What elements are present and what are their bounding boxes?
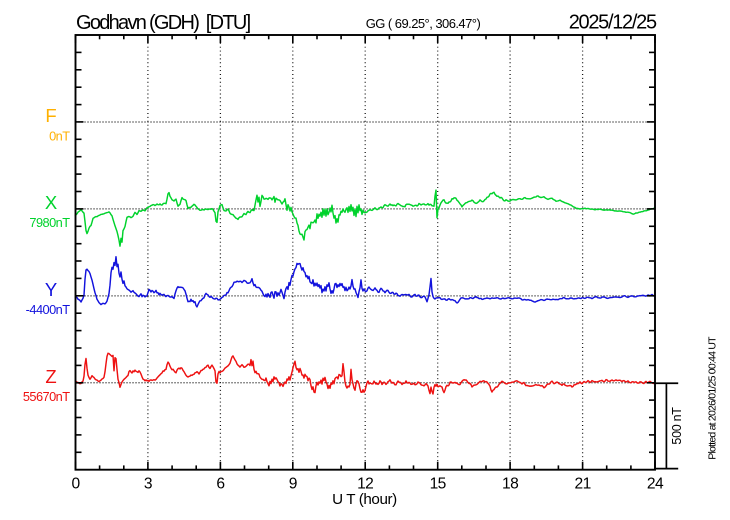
svg-text:X: X <box>45 192 57 213</box>
svg-text:12: 12 <box>357 476 373 493</box>
svg-text:18: 18 <box>502 476 518 493</box>
svg-text:55670nT: 55670nT <box>23 389 70 404</box>
svg-text:0: 0 <box>71 476 80 493</box>
svg-text:24: 24 <box>647 476 664 493</box>
svg-text:7980nT: 7980nT <box>29 215 70 230</box>
svg-text:Godhavn (GDH) [DTU]: Godhavn (GDH) [DTU] <box>76 12 251 34</box>
svg-text:Z: Z <box>45 366 56 387</box>
svg-text:15: 15 <box>430 476 447 493</box>
svg-text:F: F <box>45 105 56 126</box>
svg-text:-4400nT: -4400nT <box>26 302 71 317</box>
svg-text:Y: Y <box>45 279 57 300</box>
svg-text:Plotted at 2026/01/25 00:44 UT: Plotted at 2026/01/25 00:44 UT <box>707 336 719 460</box>
svg-text:6: 6 <box>216 476 224 493</box>
svg-text:2025/12/25: 2025/12/25 <box>569 12 657 34</box>
svg-text:3: 3 <box>144 476 152 493</box>
svg-text:9: 9 <box>289 476 297 493</box>
svg-text:21: 21 <box>575 476 591 493</box>
svg-text:U T (hour): U T (hour) <box>332 491 397 508</box>
svg-text:0nT: 0nT <box>49 129 70 144</box>
svg-text:GG ( 69.25°, 306.47°): GG ( 69.25°, 306.47°) <box>366 16 481 31</box>
svg-text:500 nT: 500 nT <box>670 407 684 445</box>
